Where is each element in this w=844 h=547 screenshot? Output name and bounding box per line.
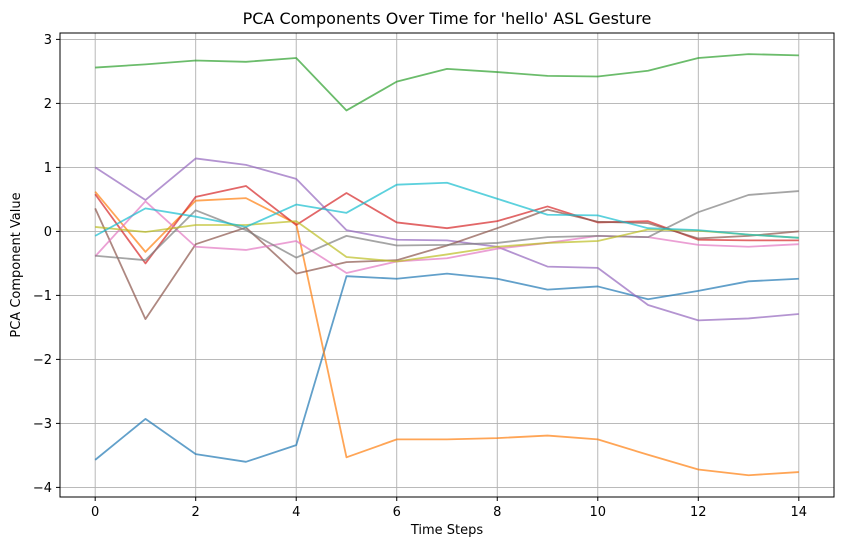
x-axis-label: Time Steps [410, 523, 484, 538]
x-tick-label: 4 [292, 505, 300, 520]
y-tick-label: −1 [33, 289, 52, 304]
plot-frame [59, 32, 835, 498]
series-line-2 [94, 191, 799, 477]
series-line-8 [95, 190, 799, 262]
x-tick-label: 6 [393, 505, 401, 520]
y-axis-ticks: 3 2 1 0 −1 −2 −3 −4 [33, 33, 60, 496]
x-tick-label: 0 [91, 505, 99, 520]
y-tick-label: 0 [44, 225, 52, 240]
x-tick-label: 12 [690, 505, 707, 520]
series-line-3 [95, 53, 799, 112]
grid-lines [60, 33, 834, 497]
y-tick-label: −4 [33, 481, 52, 496]
y-tick-label: 1 [44, 161, 52, 176]
series-line-5 [94, 157, 799, 322]
y-tick-label: −2 [33, 353, 52, 368]
x-axis-ticks: 0 2 4 6 8 10 12 14 [91, 497, 807, 520]
series-line-1 [94, 272, 799, 463]
y-tick-label: 3 [44, 33, 52, 48]
series-lines [94, 53, 799, 477]
chart-title: PCA Components Over Time for 'hello' ASL… [243, 9, 652, 28]
x-tick-label: 8 [493, 505, 501, 520]
series-line-7 [94, 200, 799, 274]
x-tick-label: 10 [590, 505, 607, 520]
series-line-10 [94, 181, 799, 239]
x-tick-label: 2 [192, 505, 200, 520]
y-tick-label: −3 [33, 417, 52, 432]
y-tick-label: 2 [44, 97, 52, 112]
x-tick-label: 14 [791, 505, 808, 520]
y-axis-label: PCA Component Value [9, 192, 24, 337]
